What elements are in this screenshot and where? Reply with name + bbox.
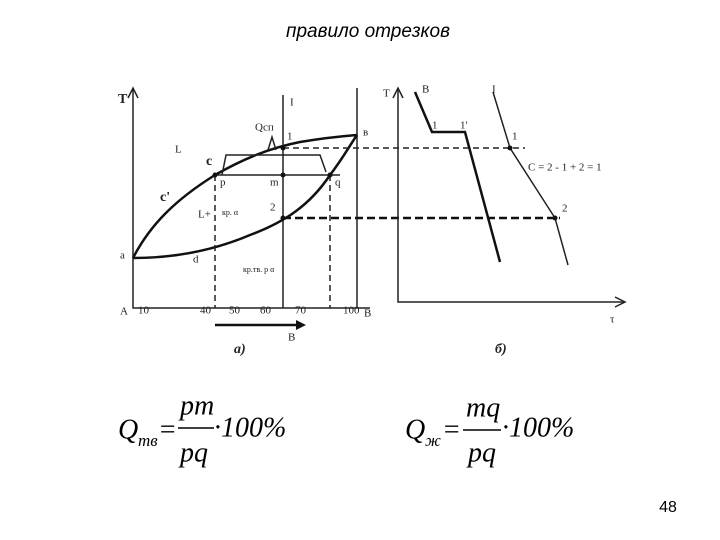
formula: Q ж = mq pq ·100% [405, 392, 574, 468]
label: c [206, 154, 212, 169]
tick-label: 10 [138, 305, 150, 317]
tick-label: 60 [260, 305, 272, 317]
arrow [392, 86, 404, 99]
label: m [270, 177, 279, 189]
liquidus [131, 133, 358, 259]
label: A [120, 306, 128, 318]
label: I [492, 84, 496, 96]
label: кр. α [222, 208, 239, 217]
label: 2 [562, 203, 568, 215]
label: 1 [512, 131, 518, 143]
label: Qсп [255, 122, 274, 134]
label: 1 [432, 120, 438, 132]
label: в [363, 127, 368, 139]
arrow [614, 296, 627, 308]
cooling-curve-i [492, 91, 569, 266]
label: B [422, 84, 429, 96]
axes [397, 88, 625, 303]
label: L+ [198, 209, 211, 221]
diagram-a: T I Qсп 1 в L c p m q c' L+ кр. α 2 a d … [118, 86, 560, 357]
q-arrow [267, 134, 277, 151]
label: T [118, 92, 128, 107]
tick-label: 70 [295, 305, 307, 317]
label: кр.тв. р α [243, 265, 275, 274]
label: I [290, 97, 294, 109]
formula-symbol: Q [405, 414, 425, 445]
label: 1 [287, 131, 293, 143]
point [280, 145, 286, 151]
point [280, 215, 286, 221]
formula-subscript: тв [138, 431, 158, 450]
label: C = 2 - 1 + 2 = 1 [528, 162, 602, 174]
formula-numerator: pm [178, 390, 214, 421]
caption: б) [495, 342, 507, 357]
tick-label: 100 [343, 305, 360, 317]
cooling-curve-b [413, 91, 502, 263]
label: τ [610, 314, 615, 326]
arrow [127, 86, 139, 99]
formula-symbol: Q [118, 414, 138, 445]
label: q [335, 177, 341, 189]
formula-multiplier: ·100% [502, 412, 574, 443]
projection [214, 175, 331, 308]
diagram-b: T B I 1 1' 1 C = 2 - 1 + 2 = 1 2 τ б) [383, 84, 627, 357]
label: c' [160, 190, 170, 205]
point [507, 145, 513, 151]
formula-denominator: pq [178, 437, 208, 468]
point [280, 172, 286, 178]
formula-denominator: pq [466, 437, 496, 468]
formula-subscript: ж [425, 431, 441, 450]
label: B [288, 332, 295, 344]
tie-bracket [221, 154, 327, 176]
arrow-head [296, 320, 306, 330]
point [212, 172, 218, 178]
formula-multiplier: ·100% [214, 412, 286, 443]
point [327, 172, 333, 178]
formula-equals: = [158, 414, 177, 445]
label: L [175, 144, 182, 156]
formula-equals: = [442, 414, 461, 445]
label: a [120, 250, 125, 262]
formula: Q тв = pm pq ·100% [118, 390, 286, 468]
label: 2 [270, 202, 276, 214]
label: T [383, 88, 390, 100]
axes [132, 88, 370, 309]
page-number: 48 [659, 499, 677, 516]
label: d [193, 254, 199, 266]
caption: а) [234, 342, 246, 357]
point [552, 215, 558, 221]
label: B [364, 308, 371, 320]
tick-label: 50 [229, 305, 241, 317]
label: 1' [460, 120, 468, 132]
tick-label: 40 [200, 305, 212, 317]
slide-title: правило отрезков [286, 21, 450, 42]
label: p [220, 177, 226, 189]
formula-numerator: mq [466, 392, 500, 423]
